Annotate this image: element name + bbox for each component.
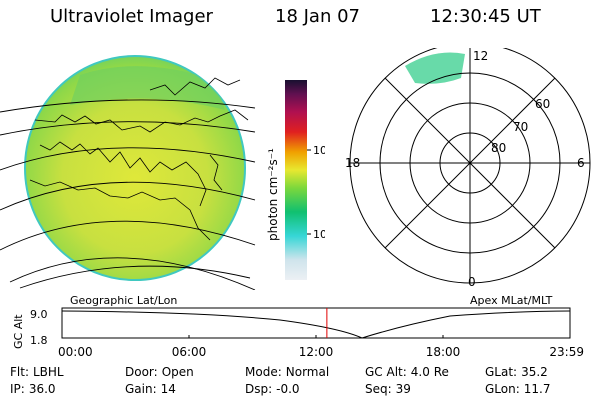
glon-value: 11.7 xyxy=(523,382,551,396)
polar-plot: 12 0 18 6 60 70 80 xyxy=(345,48,591,289)
lat-label: 70 xyxy=(513,120,528,134)
glat-field: GLat: 35.2 xyxy=(485,365,548,379)
colorbar-tick-label: 10 xyxy=(313,228,325,241)
lat-label: 80 xyxy=(491,141,506,155)
dsp-value: -0.0 xyxy=(276,382,300,396)
glon-label: GLon: xyxy=(485,382,520,396)
filter-field: Flt: LBHL xyxy=(10,365,64,379)
title: Ultraviolet Imager xyxy=(50,6,213,27)
ip-value: 36.0 xyxy=(28,382,56,396)
filter-value: LBHL xyxy=(32,365,64,379)
date-label: 18 Jan 07 xyxy=(275,6,360,27)
colorbar: photon cm⁻²s⁻¹ 100 10 xyxy=(266,80,325,280)
seq-value: 39 xyxy=(395,382,411,396)
orbit-xtick-label: 00:00 xyxy=(58,345,93,359)
orbit-right-label: Apex MLat/MLT xyxy=(470,294,553,307)
coastlines xyxy=(29,77,249,241)
dsp-field: Dsp: -0.0 xyxy=(245,382,300,396)
orbit-xtick-label: 12:00 xyxy=(299,345,334,359)
mode-field: Mode: Normal xyxy=(245,365,329,379)
time-label: 12:30:45 UT xyxy=(430,6,541,27)
aurora-patch xyxy=(405,52,465,84)
globe-image xyxy=(0,55,256,290)
gcalt-field: GC Alt: 4.0 Re xyxy=(365,365,449,379)
dsp-label: Dsp: xyxy=(245,382,273,396)
mlt-label-bottom: 0 xyxy=(468,275,476,289)
orbit-plot: Geographic Lat/Lon Apex MLat/MLT GC Alt … xyxy=(12,294,584,359)
orbit-ytick: 1.8 xyxy=(30,334,48,347)
lat-label: 60 xyxy=(535,97,550,111)
mlt-label-top: 12 xyxy=(473,49,488,63)
gain-field: Gain: 14 xyxy=(125,382,176,396)
door-value: Open xyxy=(161,365,194,379)
door-label: Door: xyxy=(125,365,158,379)
orbit-left-label: Geographic Lat/Lon xyxy=(70,294,177,307)
grid-lines xyxy=(0,99,256,290)
mode-label: Mode: xyxy=(245,365,282,379)
ip-field: IP: 36.0 xyxy=(10,382,56,396)
orbit-ytick: 9.0 xyxy=(30,308,48,321)
gain-label: Gain: xyxy=(125,382,157,396)
mlt-label-left: 18 xyxy=(345,156,360,170)
orbit-altitude-curve xyxy=(61,310,571,339)
orbit-xtick-label: 23:59 xyxy=(549,345,584,359)
glat-value: 35.2 xyxy=(521,365,548,379)
orbit-xticks: 00:00 06:00 12:00 18:00 23:59 xyxy=(58,335,584,359)
orbit-xtick-label: 06:00 xyxy=(172,345,207,359)
gain-value: 14 xyxy=(160,382,176,396)
glat-label: GLat: xyxy=(485,365,518,379)
gcalt-value: 4.0 Re xyxy=(410,365,449,379)
colorbar-unit-label: photon cm⁻²s⁻¹ xyxy=(266,148,280,241)
filter-label: Flt: xyxy=(10,365,29,379)
earth-disk xyxy=(24,55,246,281)
mode-value: Normal xyxy=(285,365,330,379)
orbit-yaxis-label: GC Alt xyxy=(12,314,25,349)
colorbar-tick-label: 100 xyxy=(313,144,325,157)
gcalt-label: GC Alt: xyxy=(365,365,407,379)
aurora-patch xyxy=(70,66,225,110)
orbit-xtick-label: 18:00 xyxy=(426,345,461,359)
colorbar-scale xyxy=(285,80,307,280)
mlt-label-right: 6 xyxy=(577,156,585,170)
ip-label: IP: xyxy=(10,382,25,396)
glon-field: GLon: 11.7 xyxy=(485,382,550,396)
polar-grid xyxy=(349,48,591,284)
seq-field: Seq: 39 xyxy=(365,382,411,396)
door-field: Door: Open xyxy=(125,365,194,379)
seq-label: Seq: xyxy=(365,382,392,396)
